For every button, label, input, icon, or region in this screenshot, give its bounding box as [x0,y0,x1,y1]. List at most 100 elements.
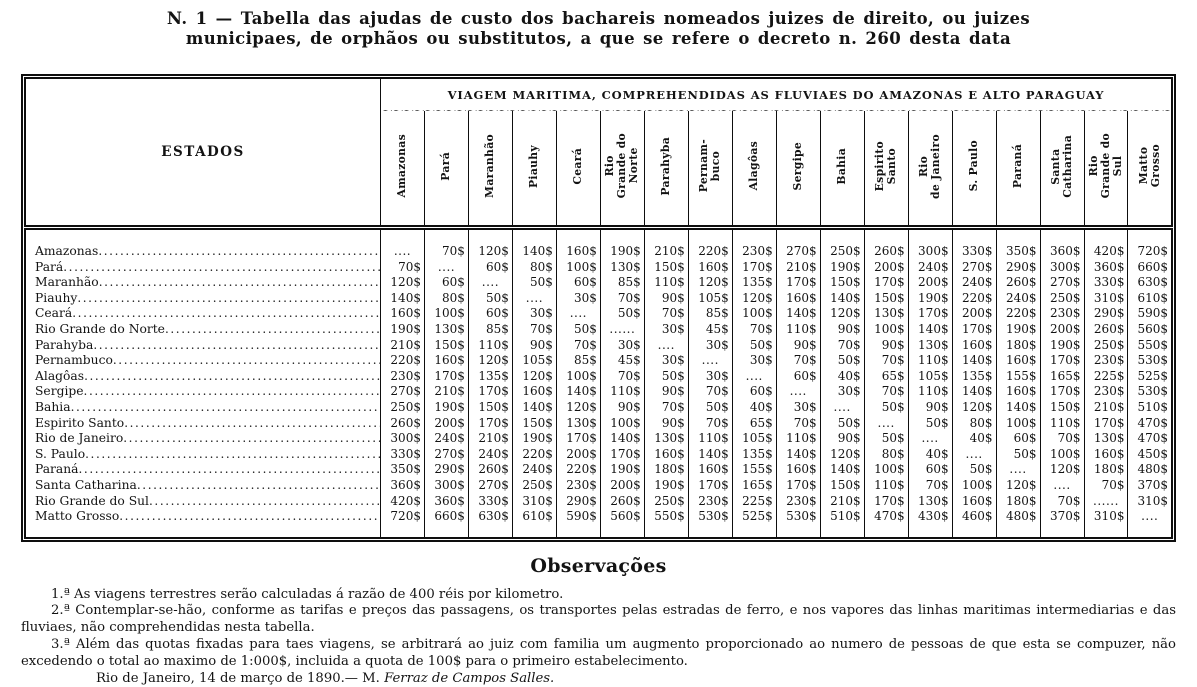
dot-leader [119,509,380,525]
cost-cell: 120$ [467,353,513,369]
cost-cell: 50$ [511,275,557,291]
cost-cell: 630$ [1127,275,1172,291]
cost-cell: 50$ [863,399,909,416]
cost-cell: 50$ [995,446,1041,463]
cost-cell: 220$ [687,227,733,260]
cost-cell: 190$ [599,462,645,478]
cost-cell: 50$ [863,431,909,447]
cost-cell: 160$ [511,384,557,400]
cost-cell: 80$ [511,259,557,276]
cost-cell: 350$ [995,227,1041,260]
cost-cell: 300$ [423,477,469,494]
cost-cell: 60$ [907,462,953,478]
cost-cell: 220$ [995,306,1041,322]
column-header: Alagôas [731,111,777,230]
dot-leader [113,353,380,369]
cost-cell: 165$ [731,477,777,494]
cost-cell: 230$ [555,477,601,494]
cost-cell: 170$ [467,415,513,432]
cost-cell: 260$ [380,415,425,432]
cost-cell: 50$ [731,337,777,354]
cost-cell: 90$ [599,399,645,416]
cost-cell: 170$ [863,493,909,510]
cost-cell: 70$ [599,290,645,307]
cost-cell: 250$ [1083,337,1128,354]
state-name: Piauhy [35,290,78,305]
cost-cell: 70$ [863,384,909,400]
column-header-label: Parahyba [659,136,673,196]
cost-cell: 160$ [775,290,821,307]
state-cell: Paraná [25,462,381,478]
cost-cell: 160$ [643,446,689,463]
column-header-label: Paraná [1011,143,1025,189]
cost-cell: 135$ [951,368,997,385]
cost-cell: 210$ [423,384,469,400]
cost-cell: 610$ [511,509,557,538]
cost-cell: .... [467,275,513,291]
cost-cell: 70$ [1039,431,1084,447]
cost-cell: 140$ [995,399,1041,416]
column-header: Parahyba [643,111,689,230]
column-header: Santa Catharina [1039,111,1084,230]
cost-cell: 140$ [380,290,425,307]
cost-cell: 225$ [1083,368,1128,385]
cost-cell: .... [731,368,777,385]
state-name: Pará [35,259,64,274]
cost-cell: 160$ [687,462,733,478]
cost-cell: 160$ [995,353,1041,369]
cost-cell: 90$ [643,290,689,307]
cost-cell: 65$ [863,368,909,385]
cost-cell: 70$ [599,368,645,385]
cost-cell: 150$ [863,290,909,307]
cost-cell: 180$ [995,337,1041,354]
cost-cell: 160$ [423,353,469,369]
cost-cell: 160$ [555,227,601,260]
cost-cell: 110$ [467,337,513,354]
table-body: Amazonas....70$120$140$160$190$210$220$2… [25,227,1172,538]
cost-cell: 220$ [951,290,997,307]
cost-cell: 200$ [863,259,909,276]
cost-cell: .... [643,337,689,354]
cost-cell: 420$ [1083,227,1128,260]
cost-cell: 90$ [819,431,865,447]
cost-cell: 140$ [951,384,997,400]
cost-cell: 130$ [907,493,953,510]
cost-cell: 60$ [423,275,469,291]
column-header-label: Maranhão [483,134,497,198]
cost-cell: 50$ [467,290,513,307]
cost-cell: 420$ [380,493,425,510]
cost-cell: 310$ [511,493,557,510]
cost-cell: 260$ [467,462,513,478]
dot-leader [124,416,380,432]
table-row: S. Paulo330$270$240$220$200$170$160$140$… [25,446,1172,463]
cost-cell: 510$ [1127,399,1172,416]
cost-cell: 120$ [1039,462,1084,478]
column-header-label: Sergipe [791,141,805,191]
cost-cell: 230$ [775,493,821,510]
cost-cell: .... [819,399,865,416]
cost-cell: 70$ [643,399,689,416]
cost-cell: 330$ [951,227,997,260]
cost-cell: 140$ [511,227,557,260]
cost-cell: 100$ [599,415,645,432]
cost-cell: 260$ [995,275,1041,291]
cost-cell: 105$ [907,368,953,385]
column-header-row: Amazonas Pará Maranhão Piauhy Ceará Rio Grand… [25,111,1172,230]
cost-cell: 40$ [731,399,777,416]
column-header-label: Alagôas [747,141,761,191]
cost-cell: 720$ [380,509,425,538]
state-cell: Pernambuco [25,353,381,369]
state-cell: Bahia [25,400,381,416]
column-header-label: S. Paulo [967,140,981,192]
cost-cell: 170$ [423,368,469,385]
cost-cell: 130$ [599,259,645,276]
cost-cell: 100$ [863,321,909,338]
cost-cell: 100$ [995,415,1041,432]
cost-cell: 85$ [599,275,645,291]
cost-cell: 85$ [467,321,513,338]
dot-leader [99,275,380,291]
cost-cell: 330$ [467,493,513,510]
cost-cell: 70$ [687,415,733,432]
cost-cell: 120$ [467,227,513,260]
cost-cell: 180$ [995,493,1041,510]
